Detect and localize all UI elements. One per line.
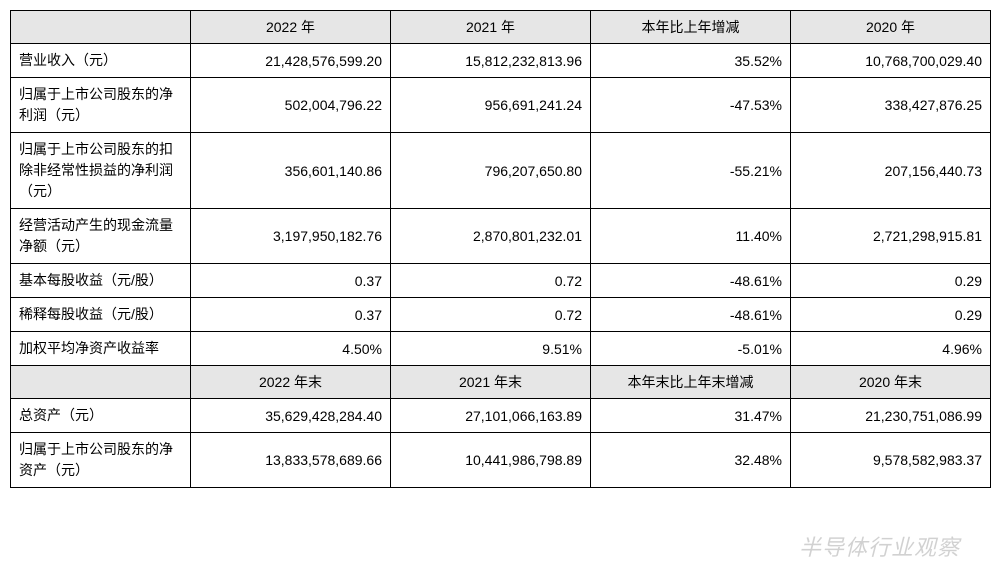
cell-2020: 0.29 — [791, 264, 991, 298]
cell-2022: 0.37 — [191, 264, 391, 298]
header-2021-end: 2021 年末 — [391, 366, 591, 399]
header-blank — [11, 11, 191, 44]
row-label: 总资产（元） — [11, 399, 191, 433]
cell-change: 35.52% — [591, 44, 791, 78]
cell-2020: 10,768,700,029.40 — [791, 44, 991, 78]
cell-2020: 21,230,751,086.99 — [791, 399, 991, 433]
header-2020: 2020 年 — [791, 11, 991, 44]
row-label: 稀释每股收益（元/股） — [11, 298, 191, 332]
cell-2021: 956,691,241.24 — [391, 78, 591, 133]
cell-2022: 356,601,140.86 — [191, 133, 391, 209]
table-header-row: 2022 年2021 年本年比上年增减2020 年 — [11, 11, 991, 44]
cell-2022: 502,004,796.22 — [191, 78, 391, 133]
cell-2021: 27,101,066,163.89 — [391, 399, 591, 433]
cell-2022: 13,833,578,689.66 — [191, 433, 391, 488]
cell-2022: 35,629,428,284.40 — [191, 399, 391, 433]
table-header-row: 2022 年末2021 年末本年末比上年末增减2020 年末 — [11, 366, 991, 399]
cell-change: 31.47% — [591, 399, 791, 433]
cell-2021: 0.72 — [391, 264, 591, 298]
cell-2020: 2,721,298,915.81 — [791, 209, 991, 264]
table-row: 归属于上市公司股东的净资产（元）13,833,578,689.6610,441,… — [11, 433, 991, 488]
cell-change: 11.40% — [591, 209, 791, 264]
table-row: 归属于上市公司股东的扣除非经常性损益的净利润（元）356,601,140.867… — [11, 133, 991, 209]
header-2021: 2021 年 — [391, 11, 591, 44]
cell-2020: 0.29 — [791, 298, 991, 332]
cell-2022: 3,197,950,182.76 — [191, 209, 391, 264]
cell-2021: 2,870,801,232.01 — [391, 209, 591, 264]
cell-2021: 796,207,650.80 — [391, 133, 591, 209]
row-label: 归属于上市公司股东的净资产（元） — [11, 433, 191, 488]
table-row: 加权平均净资产收益率4.50%9.51%-5.01%4.96% — [11, 332, 991, 366]
cell-2020: 207,156,440.73 — [791, 133, 991, 209]
cell-change: -48.61% — [591, 298, 791, 332]
cell-change: -5.01% — [591, 332, 791, 366]
cell-2020: 9,578,582,983.37 — [791, 433, 991, 488]
row-label: 营业收入（元） — [11, 44, 191, 78]
cell-change: -55.21% — [591, 133, 791, 209]
row-label: 基本每股收益（元/股） — [11, 264, 191, 298]
cell-change: -47.53% — [591, 78, 791, 133]
row-label: 加权平均净资产收益率 — [11, 332, 191, 366]
cell-2022: 4.50% — [191, 332, 391, 366]
cell-2022: 0.37 — [191, 298, 391, 332]
header-2022: 2022 年 — [191, 11, 391, 44]
header-blank — [11, 366, 191, 399]
cell-2020: 4.96% — [791, 332, 991, 366]
row-label: 归属于上市公司股东的扣除非经常性损益的净利润（元） — [11, 133, 191, 209]
row-label: 经营活动产生的现金流量净额（元） — [11, 209, 191, 264]
financial-table: 2022 年2021 年本年比上年增减2020 年营业收入（元）21,428,5… — [10, 10, 991, 488]
table-row: 基本每股收益（元/股）0.370.72-48.61%0.29 — [11, 264, 991, 298]
header-2020-end: 2020 年末 — [791, 366, 991, 399]
table-row: 总资产（元）35,629,428,284.4027,101,066,163.89… — [11, 399, 991, 433]
cell-2021: 10,441,986,798.89 — [391, 433, 591, 488]
cell-change: -48.61% — [591, 264, 791, 298]
watermark: 半导体行业观察 — [799, 530, 960, 562]
table-row: 归属于上市公司股东的净利润（元）502,004,796.22956,691,24… — [11, 78, 991, 133]
table-row: 营业收入（元）21,428,576,599.2015,812,232,813.9… — [11, 44, 991, 78]
header-2022-end: 2022 年末 — [191, 366, 391, 399]
cell-change: 32.48% — [591, 433, 791, 488]
cell-2022: 21,428,576,599.20 — [191, 44, 391, 78]
cell-2021: 15,812,232,813.96 — [391, 44, 591, 78]
row-label: 归属于上市公司股东的净利润（元） — [11, 78, 191, 133]
table-row: 经营活动产生的现金流量净额（元）3,197,950,182.762,870,80… — [11, 209, 991, 264]
table-row: 稀释每股收益（元/股）0.370.72-48.61%0.29 — [11, 298, 991, 332]
cell-2021: 9.51% — [391, 332, 591, 366]
header-change-end: 本年末比上年末增减 — [591, 366, 791, 399]
header-change: 本年比上年增减 — [591, 11, 791, 44]
cell-2021: 0.72 — [391, 298, 591, 332]
cell-2020: 338,427,876.25 — [791, 78, 991, 133]
